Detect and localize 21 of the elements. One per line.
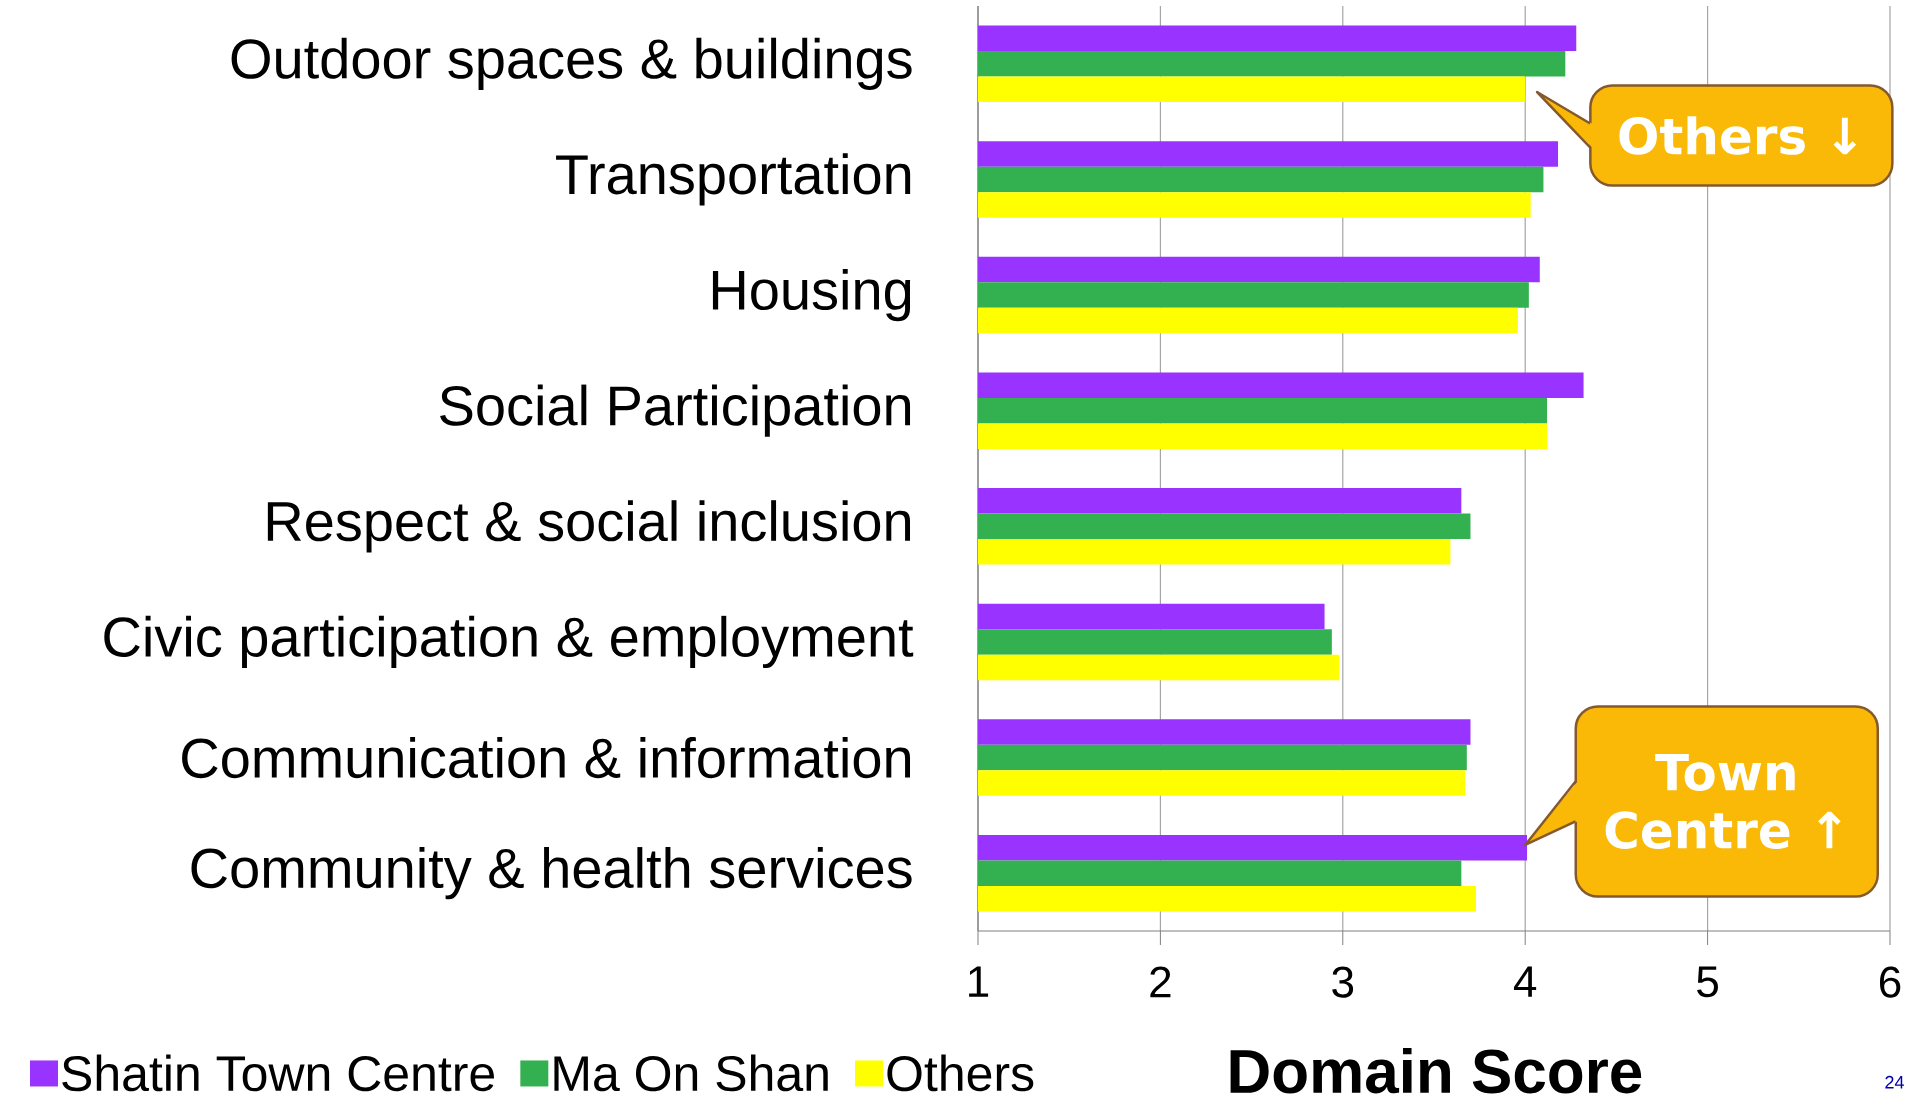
y-tick-label: Transportation [556, 153, 911, 206]
x-tick-label: 4 [1513, 966, 1537, 997]
legend-label: Others [887, 1054, 1034, 1092]
annotation: Others ↓ [1619, 116, 1857, 155]
y-tick-label: Respect & social inclusion [267, 500, 911, 553]
text: 24 [1885, 1075, 1904, 1089]
y-tick-label: Social Participation [440, 384, 911, 437]
legend-label: Ma On Shan [554, 1054, 828, 1092]
x-tick-label: 1 [969, 966, 989, 997]
y-tick-label: Housing [712, 268, 911, 322]
x-tick-label: 5 [1697, 966, 1718, 998]
y-tick-label: Outdoor spaces & buildings [231, 37, 912, 90]
x-tick-label: 3 [1332, 966, 1354, 998]
y-tick-label: Community & health services [191, 847, 912, 900]
x-axis-title: Domain Score [1230, 1047, 1642, 1094]
x-tick-label: 2 [1150, 966, 1171, 998]
y-tick-label: Civic participation & employment [104, 615, 914, 669]
y-tick-label: Communication & information [182, 736, 911, 779]
x-tick-label: 6 [1879, 966, 1901, 998]
annotation: Town Centre ↑ [1605, 753, 1841, 850]
legend-label: Shatin Town Centre [62, 1054, 495, 1092]
